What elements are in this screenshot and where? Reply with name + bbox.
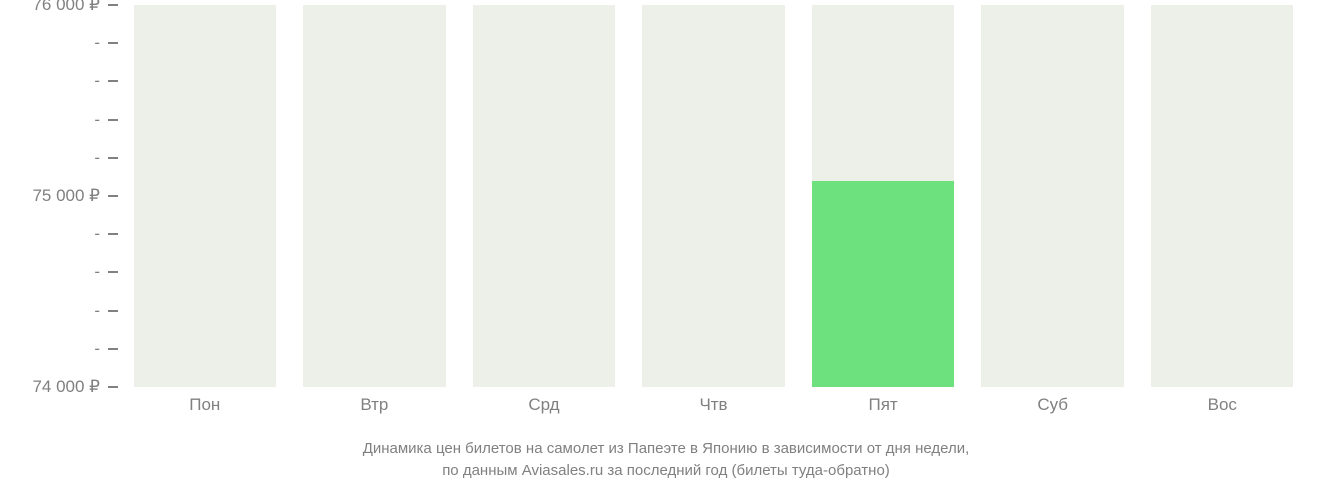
chart-caption: Динамика цен билетов на самолет из Папеэ… (0, 438, 1332, 482)
bar-slot (798, 5, 968, 387)
x-axis-label: Суб (968, 395, 1138, 425)
x-axis-label: Пят (798, 395, 968, 425)
y-tick-label: - (94, 301, 100, 321)
bar-background (473, 5, 615, 387)
bar-background (642, 5, 784, 387)
bar-slot (290, 5, 460, 387)
y-tick-mark (108, 348, 118, 350)
y-tick-label: - (94, 148, 100, 168)
bar-background (303, 5, 445, 387)
bar-slot (1137, 5, 1307, 387)
bar-background (134, 5, 276, 387)
y-tick-mark (108, 42, 118, 44)
y-tick-label: 76 000 ₽ (32, 0, 100, 15)
x-axis-label: Вос (1137, 395, 1307, 425)
y-axis: 76 000 ₽----75 000 ₽----74 000 ₽ (0, 5, 118, 387)
y-tick-mark (108, 233, 118, 235)
bar-background (981, 5, 1123, 387)
y-tick-label: - (94, 339, 100, 359)
bar-background (1151, 5, 1293, 387)
y-tick-label: - (94, 33, 100, 53)
bar-slot (120, 5, 290, 387)
y-tick-mark (108, 271, 118, 273)
y-tick-mark (108, 119, 118, 121)
bar-value (812, 181, 954, 387)
bar-slot (459, 5, 629, 387)
x-axis-label: Чтв (629, 395, 799, 425)
y-tick-mark (108, 195, 118, 197)
x-axis-label: Пон (120, 395, 290, 425)
x-axis-label: Втр (290, 395, 460, 425)
caption-line-1: Динамика цен билетов на самолет из Папеэ… (363, 440, 970, 457)
y-tick-mark (108, 157, 118, 159)
x-axis-label: Срд (459, 395, 629, 425)
y-tick-mark (108, 386, 118, 388)
bar-slot (968, 5, 1138, 387)
y-tick-mark (108, 310, 118, 312)
y-tick-mark (108, 80, 118, 82)
price-by-weekday-chart: 76 000 ₽----75 000 ₽----74 000 ₽ ПонВтрС… (0, 0, 1332, 502)
y-tick-label: - (94, 71, 100, 91)
caption-line-2: по данным Aviasales.ru за последний год … (442, 462, 890, 479)
y-tick-mark (108, 4, 118, 6)
plot-area (120, 5, 1307, 387)
y-tick-label: - (94, 110, 100, 130)
y-tick-label: - (94, 224, 100, 244)
x-axis: ПонВтрСрдЧтвПятСубВос (120, 395, 1307, 425)
bars-container (120, 5, 1307, 387)
y-tick-label: 74 000 ₽ (32, 377, 100, 397)
y-tick-label: 75 000 ₽ (32, 186, 100, 206)
bar-slot (629, 5, 799, 387)
y-tick-label: - (94, 262, 100, 282)
